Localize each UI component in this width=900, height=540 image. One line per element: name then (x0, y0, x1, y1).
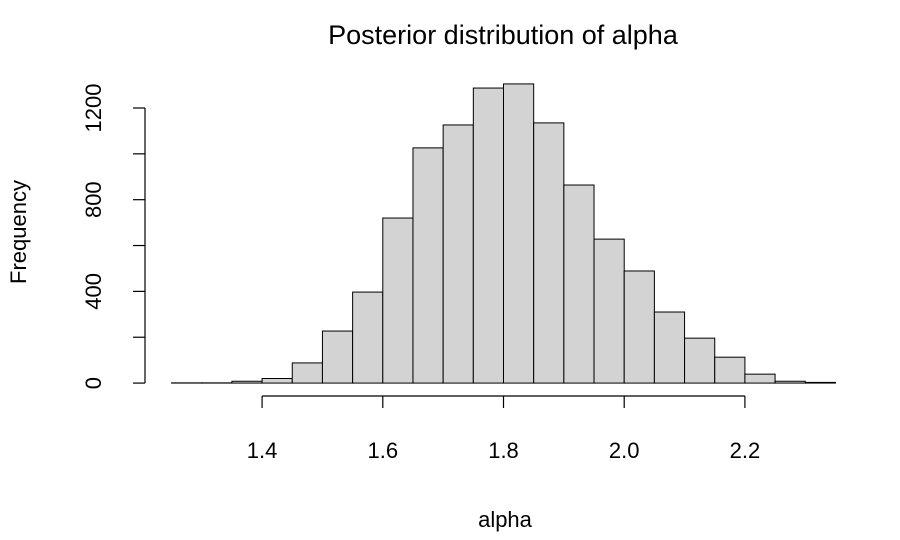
x-tick-label: 2.2 (730, 438, 761, 463)
bar (563, 184, 595, 384)
y-tick-label: 1200 (81, 84, 106, 133)
x-tick-label: 1.6 (367, 438, 398, 463)
bar (412, 147, 444, 384)
bar (382, 217, 414, 384)
bar (714, 356, 746, 384)
bar (291, 362, 323, 384)
x-tick-label: 2.0 (609, 438, 640, 463)
bar (442, 124, 474, 384)
bar (653, 311, 686, 384)
bar (472, 87, 505, 384)
bar (321, 330, 354, 384)
chart-title: Posterior distribution of alpha (328, 20, 679, 50)
y-axis-label: Frequency (6, 180, 31, 284)
bar (533, 122, 565, 384)
x-tick-label: 1.8 (488, 438, 519, 463)
bar (352, 291, 384, 384)
bar (593, 238, 625, 384)
y-tick-label: 400 (81, 273, 106, 310)
bar (261, 377, 293, 384)
bar (744, 373, 776, 384)
bar (684, 337, 716, 384)
x-tick-label: 1.4 (247, 438, 278, 463)
x-axis-label: alpha (478, 507, 533, 532)
y-tick-label: 0 (81, 377, 106, 389)
y-tick-label: 800 (81, 181, 106, 218)
bar (231, 380, 263, 384)
bar (774, 380, 806, 384)
bar (804, 381, 836, 384)
bar (623, 270, 655, 384)
bar (503, 83, 535, 384)
